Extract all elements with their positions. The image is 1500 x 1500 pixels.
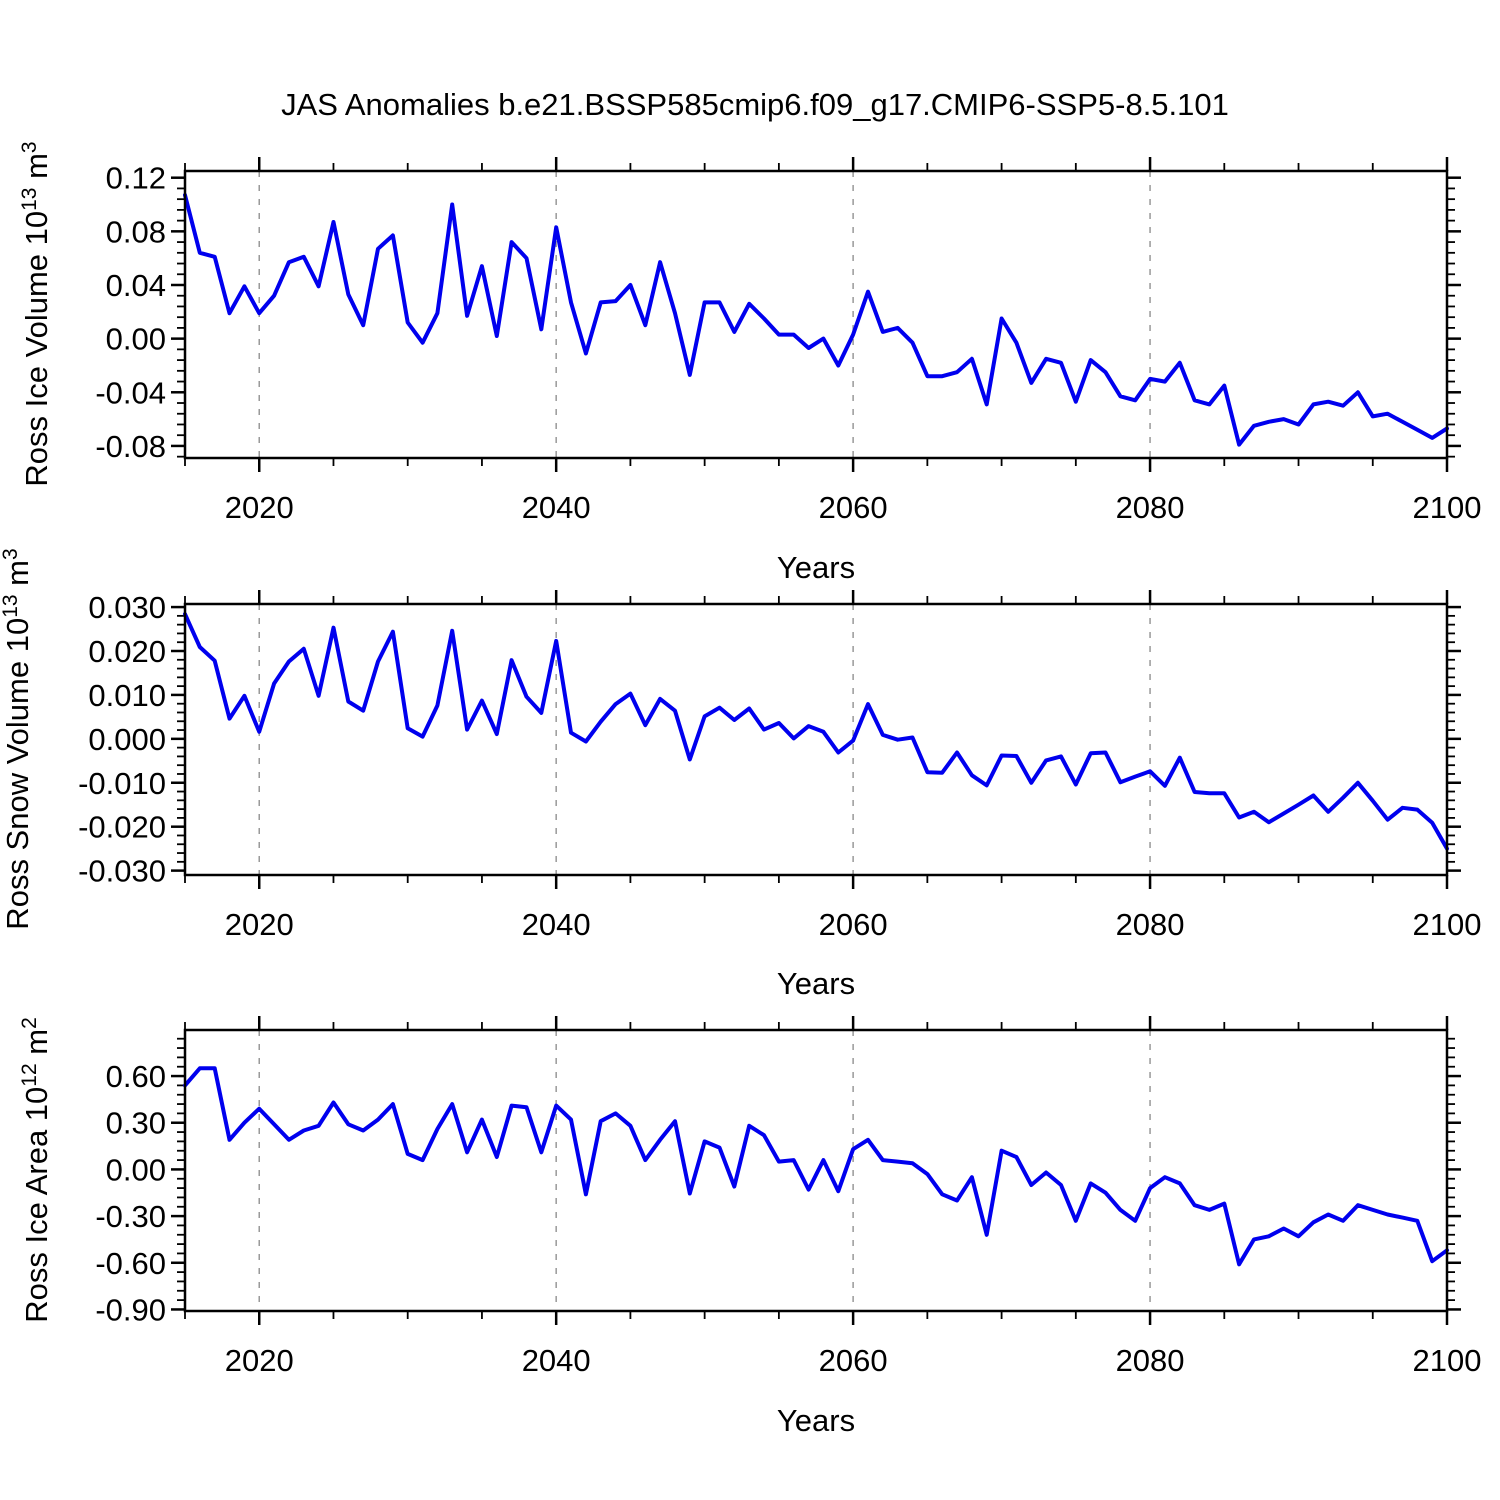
x-tick-label: 2040: [522, 1343, 591, 1378]
y-tick-label: 0.010: [88, 678, 166, 713]
x-tick-label: 2060: [819, 490, 888, 525]
y-tick-label: 0.60: [106, 1059, 166, 1094]
x-axis-title-panel-1: Years: [776, 550, 856, 585]
y-tick-label: -0.010: [78, 766, 166, 801]
y-tick-label: 0.030: [88, 590, 166, 625]
y-tick-label: 0.30: [106, 1106, 166, 1141]
y-tick-label: 0.000: [88, 722, 166, 757]
y-axis-label-ross-ice-area: Ross Ice Area 1012​ m2​: [18, 1017, 54, 1323]
series-line-ross-ice-area: [183, 1066, 1449, 1267]
x-tick-label: 2020: [225, 490, 294, 525]
y-tick-label: -0.08: [95, 429, 166, 464]
y-tick-label: 0.00: [106, 1152, 166, 1187]
x-tick-label: 2100: [1413, 1343, 1482, 1378]
y-tick-label: 0.00: [106, 322, 166, 357]
x-tick-label: 2040: [522, 907, 591, 942]
x-tick-label: 2100: [1413, 907, 1482, 942]
y-tick-label: -0.04: [95, 375, 166, 410]
plot-frame: [183, 602, 1449, 877]
x-axis-title-panel-3: Years: [776, 1403, 856, 1438]
y-tick-label: 0.04: [106, 268, 166, 303]
x-tick-label: 2080: [1116, 490, 1185, 525]
x-tick-label: 2080: [1116, 1343, 1185, 1378]
series-line-ross-snow-volume: [183, 612, 1449, 851]
panel-ross-ice-area: 2020 2040 2060 2080 2100 0.60 0.30 0.00 -0.30 -0.…: [18, 1016, 1481, 1378]
y-axis-label-ross-snow-volume: Ross Snow Volume 1013​ m3​: [0, 548, 35, 929]
x-tick-label: 2060: [819, 1343, 888, 1378]
x-tick-label: 2100: [1413, 490, 1482, 525]
y-tick-label: 0.12: [106, 161, 166, 196]
x-axis-title-panel-2: Years: [776, 966, 856, 1001]
y-tick-label: 0.08: [106, 214, 166, 249]
y-tick-label: -0.030: [78, 854, 166, 889]
series-line-ross-ice-volume: [183, 193, 1449, 447]
panel-ross-ice-volume: 2020 2040 2060 2080 2100 0.12 0.08 0.04 0.00 -0.0…: [18, 141, 1481, 525]
panel-ross-snow-volume: 2020 2040 2060 2080 2100 0.030 0.020 0.010 0.000…: [0, 548, 1481, 942]
y-tick-label: -0.020: [78, 810, 166, 845]
x-tick-label: 2080: [1116, 907, 1185, 942]
y-tick-label: 0.020: [88, 634, 166, 669]
chart-title: JAS Anomalies b.e21.BSSP585cmip6.f09_g17…: [281, 87, 1229, 122]
x-tick-label: 2060: [819, 907, 888, 942]
y-axis-label-ross-ice-volume: Ross Ice Volume 1013​ m3​: [18, 141, 54, 486]
x-tick-label: 2020: [225, 1343, 294, 1378]
plot-frame: [183, 1028, 1449, 1313]
plot-frame: [183, 169, 1449, 460]
y-tick-label: -0.30: [95, 1199, 166, 1234]
y-tick-label: -0.60: [95, 1246, 166, 1281]
y-tick-label: -0.90: [95, 1292, 166, 1327]
x-tick-label: 2020: [225, 907, 294, 942]
x-tick-label: 2040: [522, 490, 591, 525]
